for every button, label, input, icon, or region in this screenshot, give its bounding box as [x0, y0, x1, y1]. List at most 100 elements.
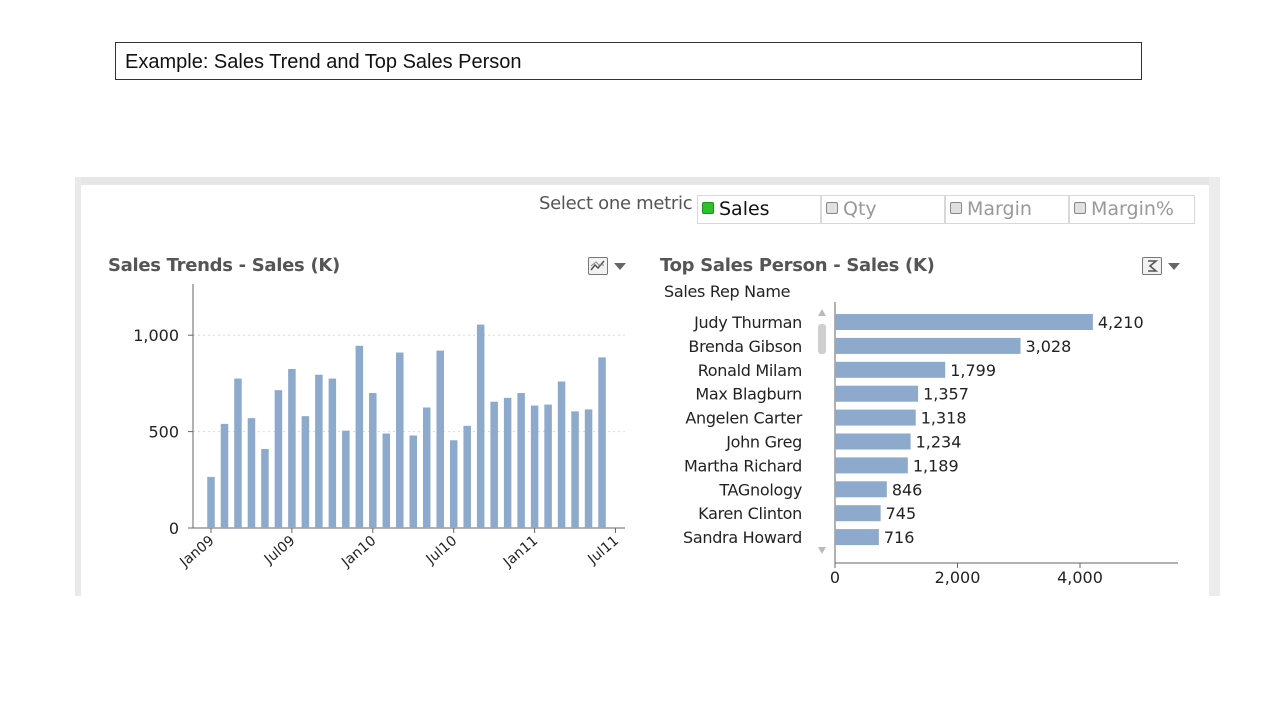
x-tick-label: 2,000 [935, 568, 981, 587]
chevron-down-icon[interactable] [1168, 263, 1180, 270]
sales-trends-title: Sales Trends - Sales (K) [108, 255, 340, 276]
bar [315, 374, 323, 528]
metric-option-qty[interactable]: Qty [821, 195, 945, 224]
radio-dot-icon [826, 201, 838, 214]
bar [835, 385, 919, 402]
chart-type-icon[interactable] [588, 257, 608, 275]
category-label: Ronald Milam [698, 361, 802, 380]
category-label: Sandra Howard [683, 528, 802, 547]
bar [396, 352, 404, 528]
y-tick-label: 500 [148, 423, 179, 442]
metric-selector-label: Select one metric [539, 193, 693, 214]
radio-dot-icon [702, 201, 714, 214]
bar [288, 368, 296, 528]
x-tick-label: Jul09 [261, 533, 299, 568]
bar [422, 407, 431, 528]
bar [584, 409, 593, 528]
category-label: Brenda Gibson [688, 337, 802, 356]
category-label: Angelen Carter [685, 409, 802, 428]
bar [835, 314, 1093, 330]
category-label: Martha Richard [684, 456, 802, 475]
radio-dot-icon [1074, 201, 1086, 214]
panel-top-border [75, 177, 1220, 185]
bar [274, 390, 283, 528]
y-tick-label: 0 [169, 519, 179, 538]
bar [355, 345, 364, 528]
data-label: 716 [884, 528, 915, 547]
bar [835, 433, 911, 450]
bar [369, 393, 377, 528]
metric-option-label: Margin% [1091, 198, 1174, 220]
bar [328, 378, 337, 528]
metric-option-margin[interactable]: Margin [945, 195, 1069, 224]
data-label: 846 [892, 480, 923, 499]
bar [436, 350, 444, 528]
panel-right-border [1209, 177, 1220, 596]
category-label: Max Blagburn [695, 385, 802, 404]
data-label: 1,318 [921, 409, 967, 428]
bar [571, 411, 579, 528]
bar [835, 529, 879, 546]
radio-dot-icon [950, 201, 962, 214]
x-tick-label: Jan11 [500, 533, 541, 571]
bar [234, 378, 242, 528]
chevron-down-icon[interactable] [614, 263, 626, 270]
bar [301, 416, 310, 528]
bar [261, 448, 269, 528]
metric-option-margin-pct[interactable]: Margin% [1069, 195, 1195, 224]
dimension-label: Sales Rep Name [664, 282, 791, 301]
category-label: Judy Thurman [693, 313, 802, 332]
bar [835, 409, 916, 426]
scroll-down-icon[interactable] [818, 547, 826, 554]
x-tick-label: Jul10 [423, 533, 461, 568]
x-tick-label: 4,000 [1057, 568, 1103, 587]
bar [835, 457, 908, 474]
top-sales-person-title: Top Sales Person - Sales (K) [660, 255, 935, 276]
scroll-up-icon[interactable] [818, 309, 826, 316]
sales-trends-chart: 0 500 1,000 Jan09 Jul09 Jan10 Jul10 Jan11 Jul11 J… [133, 284, 1178, 587]
scrollbar-thumb[interactable] [818, 324, 826, 354]
bar [463, 425, 471, 528]
bar [835, 361, 946, 378]
dashboard-panel: Select one metric Sales Qty Margin Margi… [75, 177, 1220, 596]
category-label: TAGnology [718, 480, 802, 499]
x-tick-label: Jan09 [176, 533, 217, 571]
bar [598, 357, 606, 528]
data-label: 1,234 [916, 433, 962, 452]
bar [382, 433, 391, 528]
data-label: 4,210 [1098, 313, 1144, 332]
data-label: 1,189 [913, 456, 959, 475]
bar [557, 381, 566, 528]
bar [247, 418, 256, 528]
y-tick-label: 1,000 [133, 326, 179, 345]
category-label: Karen Clinton [698, 504, 802, 523]
metric-option-sales[interactable]: Sales [697, 195, 821, 224]
x-tick-label: 0 [830, 568, 840, 587]
bar [220, 423, 229, 528]
bar [449, 440, 458, 528]
bar [409, 435, 418, 528]
bar [342, 430, 350, 528]
metric-option-label: Margin [967, 198, 1032, 220]
data-label: 1,357 [923, 385, 969, 404]
metric-option-label: Qty [843, 198, 877, 220]
slide-title: Example: Sales Trend and Top Sales Perso… [115, 42, 1142, 80]
metric-option-label: Sales [719, 198, 770, 220]
bar [476, 324, 485, 528]
data-label: 745 [886, 504, 917, 523]
bar [207, 476, 215, 528]
bar [835, 337, 1021, 354]
x-tick-label: Jul11 [584, 533, 622, 568]
bar [503, 397, 512, 528]
bar [544, 404, 552, 528]
bar [835, 481, 887, 498]
bar [517, 393, 525, 528]
data-label: 1,799 [950, 361, 996, 380]
x-tick-label: Jan10 [338, 533, 379, 571]
data-label: 3,028 [1025, 337, 1071, 356]
bar [490, 401, 498, 528]
category-label: John Greg [725, 433, 802, 452]
panel-left-border [75, 177, 81, 596]
chart-type-icon[interactable] [1142, 257, 1162, 275]
bar [835, 505, 881, 522]
